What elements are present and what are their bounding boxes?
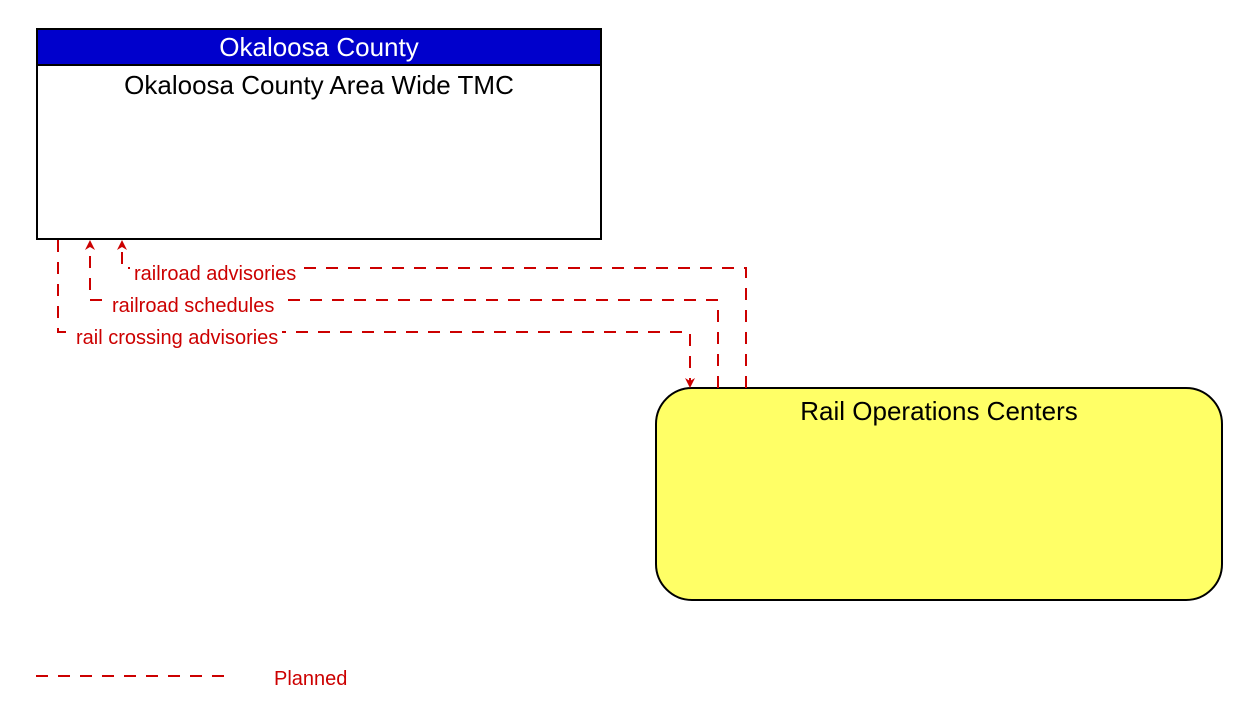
tmc-header: Okaloosa County	[36, 28, 602, 64]
tmc-body-label: Okaloosa County Area Wide TMC	[124, 70, 514, 100]
tmc-header-label: Okaloosa County	[219, 32, 418, 63]
legend-label-text: Planned	[274, 668, 347, 690]
flow-label-railroad-schedules: railroad schedules	[108, 295, 278, 318]
flow-label-railroad-advisories: railroad advisories	[130, 263, 300, 286]
flow-label-rail-crossing-advisories: rail crossing advisories	[72, 327, 282, 350]
rail-node: Rail Operations Centers	[656, 388, 1222, 600]
rail-node-label: Rail Operations Centers	[800, 396, 1077, 426]
legend-label: Planned	[274, 668, 347, 691]
tmc-body: Okaloosa County Area Wide TMC	[36, 64, 602, 240]
